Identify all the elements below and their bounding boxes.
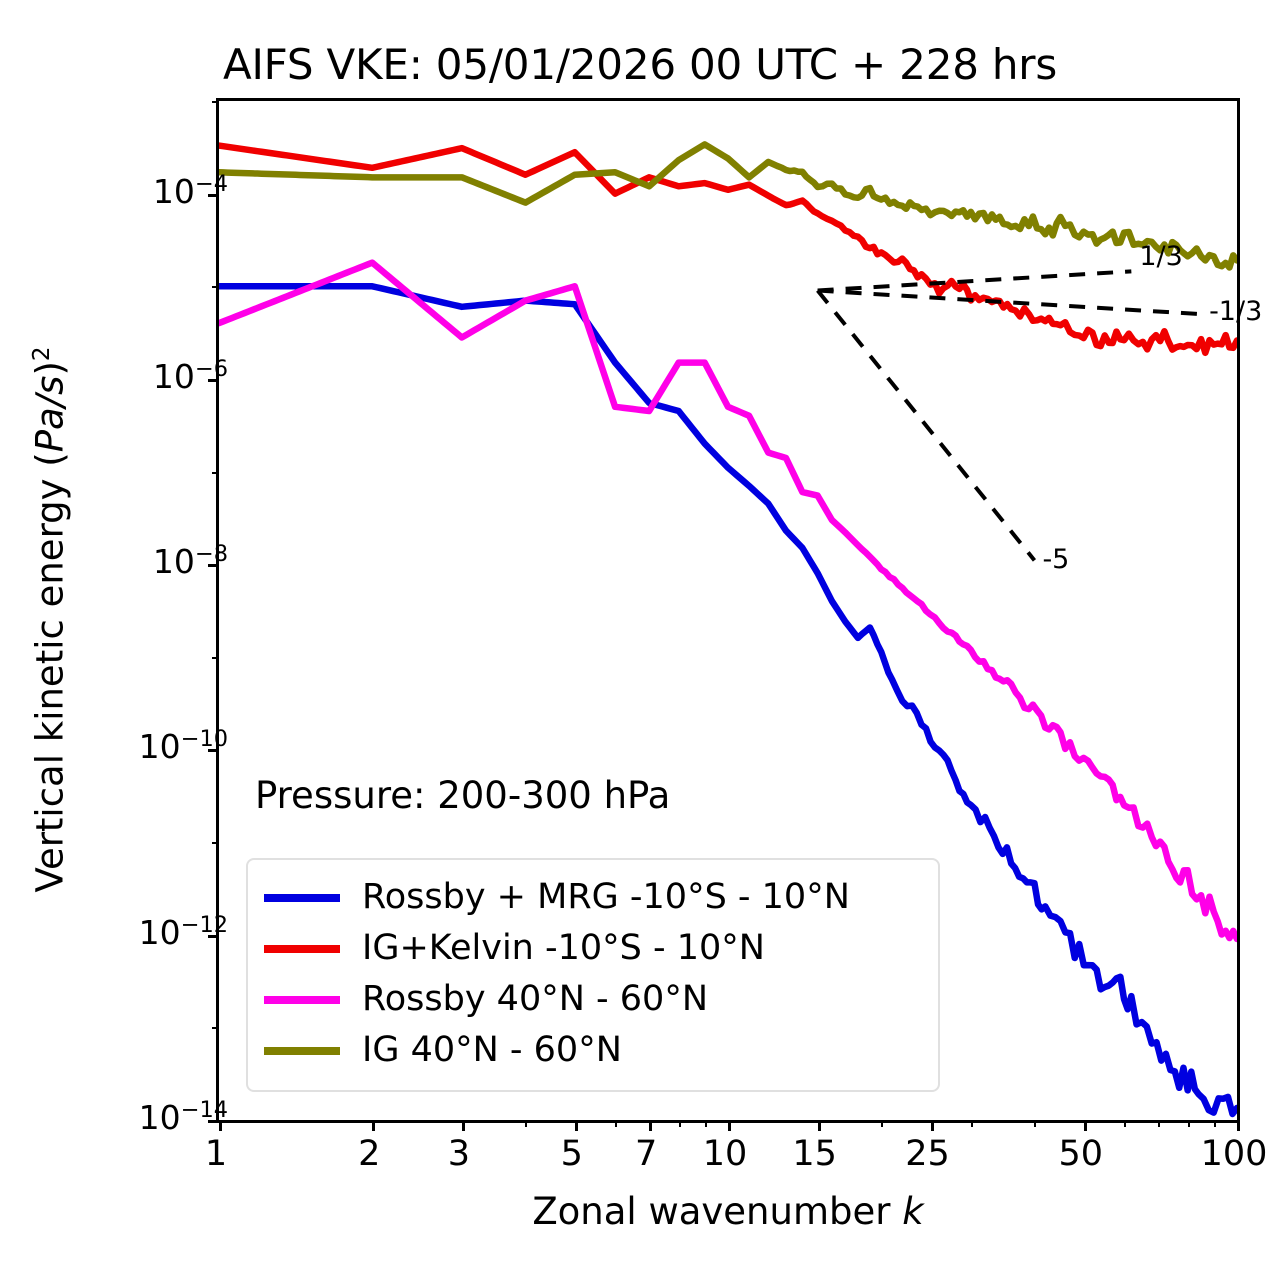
x-tick-major — [1237, 1120, 1240, 1131]
x-tick-minor — [1187, 1120, 1190, 1127]
y-tick-minor — [212, 471, 219, 474]
legend-swatch-icon — [264, 893, 340, 902]
y-tick-major — [208, 934, 219, 938]
y-tick-minor — [212, 101, 219, 103]
x-axis-label-main: Zonal wavenumber — [532, 1190, 903, 1233]
x-tick-minor — [525, 1120, 528, 1127]
x-tick-major — [728, 1120, 731, 1131]
x-tick-minor — [678, 1120, 681, 1127]
x-tick-label: 50 — [1058, 1134, 1104, 1174]
y-tick-label: 10−12 — [138, 911, 228, 952]
x-tick-major — [930, 1120, 934, 1131]
legend-swatch-icon — [264, 944, 340, 953]
y-tick-minor — [212, 842, 219, 845]
x-axis-label-symbol: k — [902, 1190, 924, 1233]
x-tick-label: 5 — [560, 1134, 583, 1174]
x-tick-minor — [615, 1120, 618, 1127]
x-tick-minor — [1124, 1120, 1127, 1127]
y-tick-major — [208, 193, 219, 197]
pressure-annotation: Pressure: 200-300 hPa — [255, 774, 671, 817]
y-axis-label-unit: Pa/s — [28, 375, 72, 453]
x-tick-major — [1083, 1120, 1087, 1131]
legend-item-label: Rossby 40°N - 60°N — [362, 979, 709, 1019]
x-tick-major — [649, 1120, 653, 1131]
x-tick-major — [372, 1120, 376, 1131]
y-tick-label: 10−14 — [138, 1097, 228, 1137]
legend-item-label: Rossby + MRG -10°S - 10°N — [362, 877, 850, 917]
data-curves-svg — [219, 141, 1237, 1118]
x-tick-label: 3 — [447, 1134, 470, 1174]
x-tick-label: 7 — [635, 1134, 658, 1174]
x-tick-minor — [1034, 1120, 1037, 1127]
legend-item[interactable]: IG+Kelvin -10°S - 10°N — [264, 923, 922, 974]
y-tick-major — [208, 378, 219, 382]
x-tick-label: 1 — [204, 1134, 228, 1174]
y-tick-label: 10−4 — [152, 170, 228, 211]
legend-item-label: IG+Kelvin -10°S - 10°N — [362, 928, 765, 968]
y-tick-minor — [212, 656, 219, 659]
legend-item[interactable]: Rossby + MRG -10°S - 10°N — [264, 872, 922, 923]
x-tick-major — [219, 1120, 222, 1131]
y-axis-label-main: Vertical kinetic energy ( — [28, 452, 72, 893]
x-axis-label: Zonal wavenumber k — [216, 1190, 1240, 1233]
y-tick-major — [208, 749, 219, 753]
legend-box: Rossby + MRG -10°S - 10°N IG+Kelvin -10°… — [246, 858, 940, 1092]
legend-item[interactable]: IG 40°N - 60°N — [264, 1025, 922, 1076]
plot-area: Pressure: 200-300 hPa Rossby + MRG -10°S… — [208, 98, 1262, 1131]
y-tick-minor — [212, 1027, 219, 1030]
x-tick-label: 100 — [1200, 1134, 1268, 1174]
series-line — [219, 283, 1237, 1118]
reference-slope-line — [817, 269, 1132, 293]
y-axis-label: Vertical kinetic energy (Pa/s)2 — [29, 270, 72, 970]
reference-slope-line — [816, 289, 1037, 562]
x-tick-major — [574, 1120, 578, 1131]
legend-swatch-icon — [264, 1046, 340, 1055]
y-tick-minor — [212, 286, 219, 289]
x-tick-major — [461, 1120, 465, 1131]
legend-item[interactable]: Rossby 40°N - 60°N — [264, 974, 922, 1025]
x-tick-minor — [1158, 1120, 1161, 1127]
slope-label-neg1-3: -1/3 — [1209, 296, 1263, 328]
y-tick-label: 10−6 — [152, 355, 228, 396]
x-tick-major — [817, 1120, 821, 1131]
slope-label-1neg3: 1/3 — [1139, 241, 1183, 273]
x-tick-minor — [970, 1120, 973, 1127]
x-tick-label: 2 — [358, 1134, 381, 1174]
reference-slope-line — [817, 288, 1202, 317]
series-line — [219, 142, 1237, 357]
legend-item-label: IG 40°N - 60°N — [362, 1030, 622, 1070]
x-tick-minor — [881, 1120, 884, 1127]
series-line — [219, 259, 1237, 943]
y-tick-label: 10−10 — [138, 726, 228, 767]
y-tick-major — [208, 564, 219, 568]
x-tick-label: 15 — [792, 1134, 837, 1174]
page-title: AIFS VKE: 05/01/2026 00 UTC + 228 hrs — [222, 40, 1058, 89]
y-tick-major — [208, 1120, 219, 1123]
y-axis-label-exponent: 2 — [29, 346, 56, 362]
series-line — [219, 141, 1237, 271]
x-tick-minor — [704, 1120, 707, 1127]
x-tick-label: 10 — [702, 1134, 748, 1174]
x-tick-label: 25 — [905, 1134, 950, 1174]
legend-swatch-icon — [264, 995, 340, 1004]
slope-label-neg5: -5 — [1042, 544, 1070, 576]
x-tick-minor — [1213, 1120, 1216, 1127]
y-axis-label-tail: ) — [28, 361, 72, 376]
y-tick-label: 10−8 — [152, 541, 228, 582]
